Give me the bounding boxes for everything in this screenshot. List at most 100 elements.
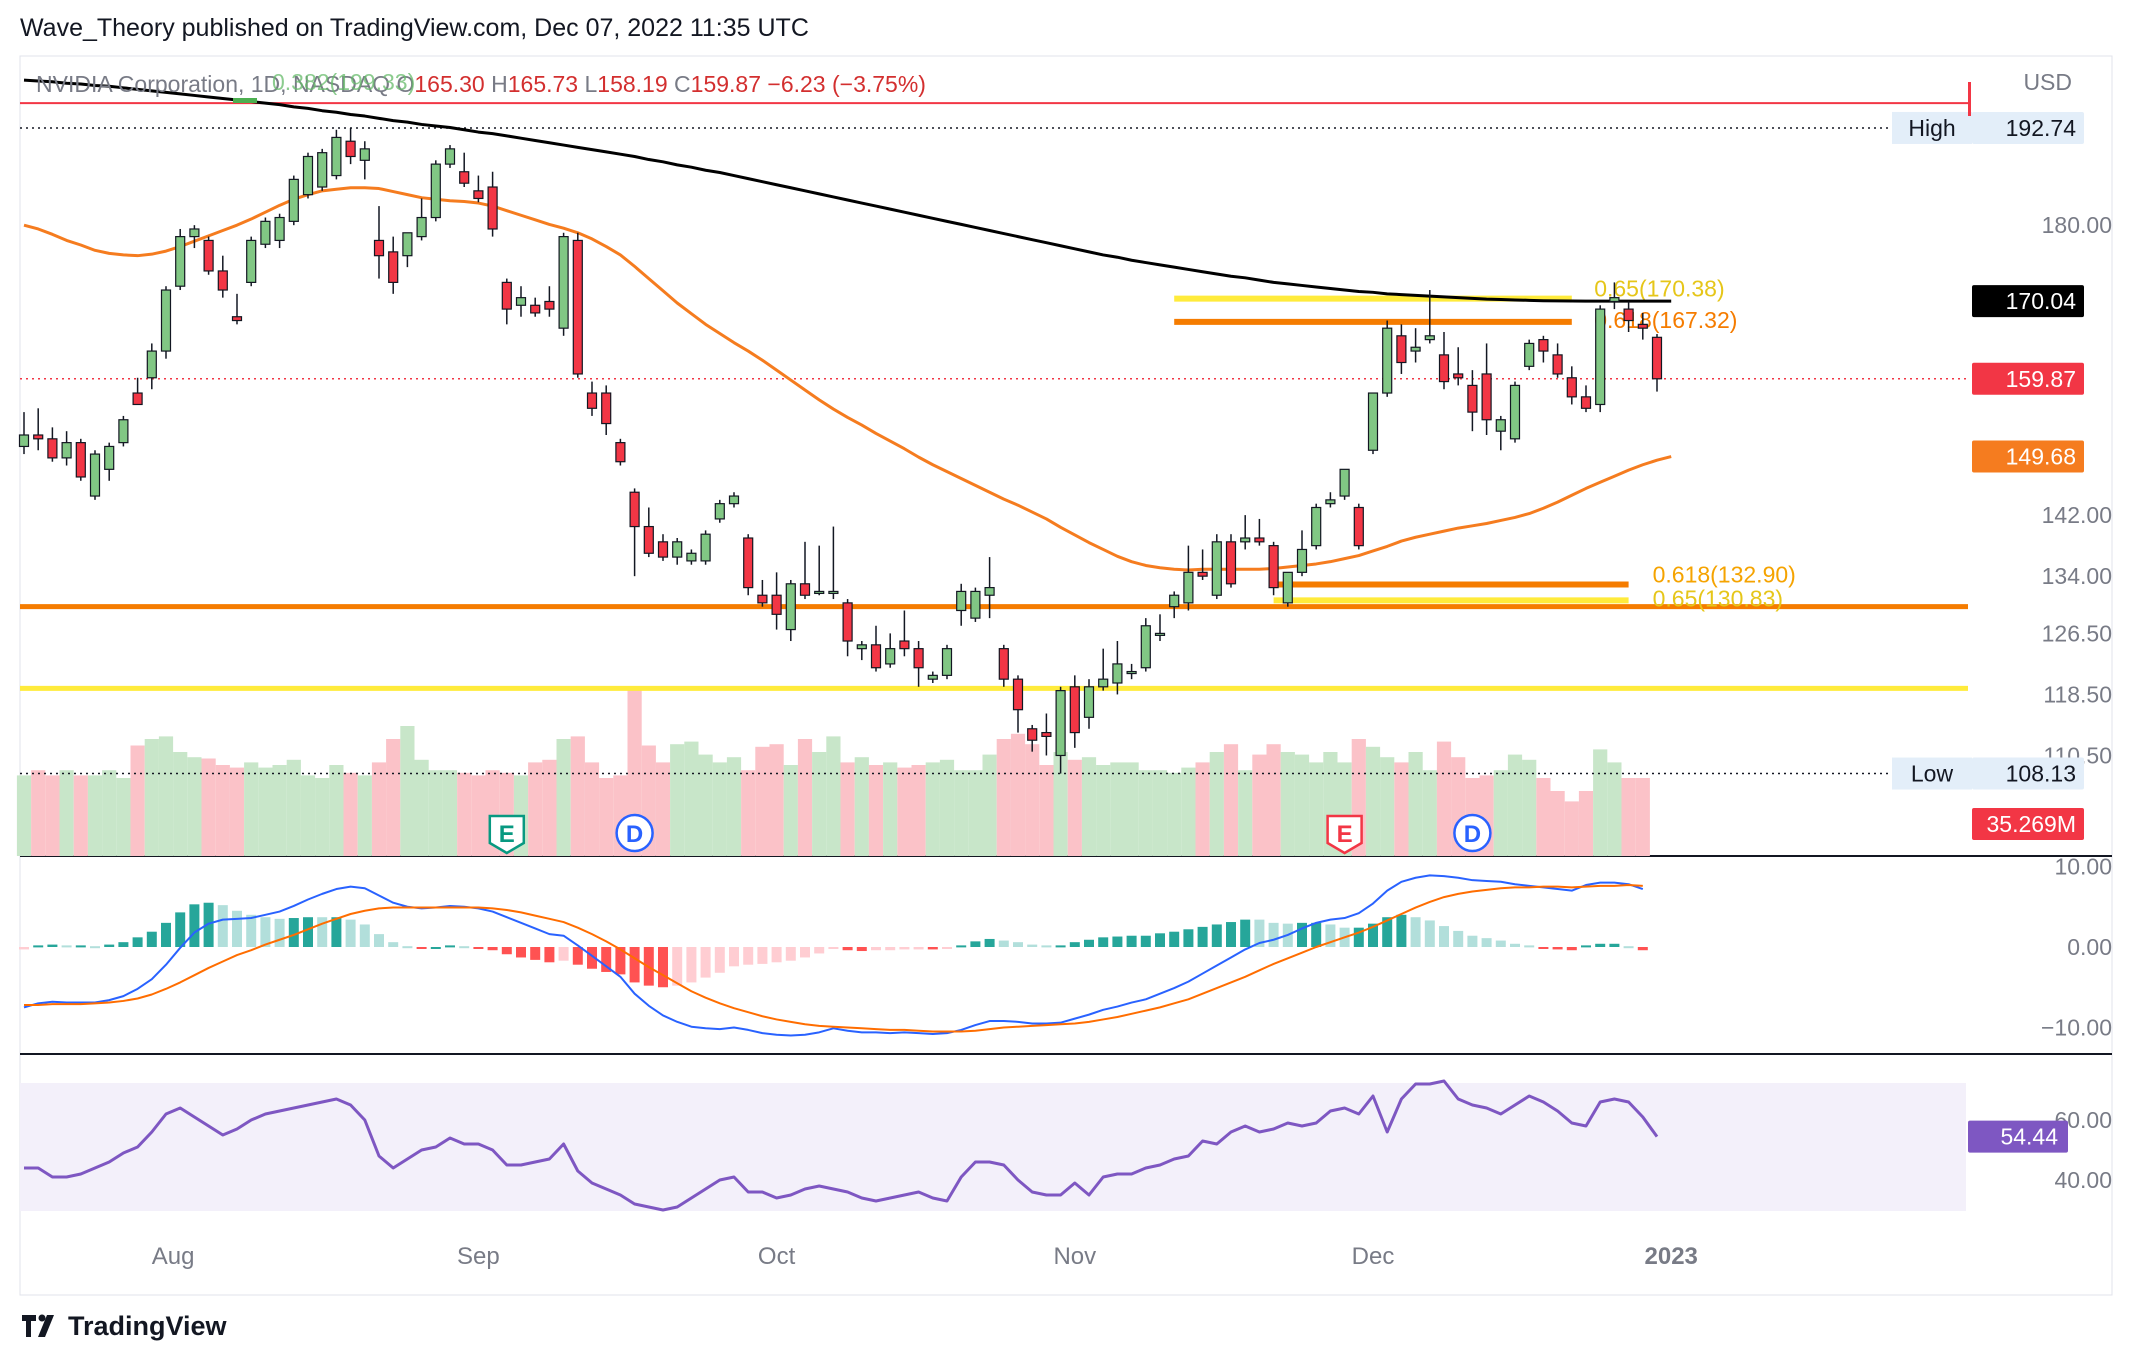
- candle[interactable]: [47, 438, 58, 459]
- candle[interactable]: [1012, 678, 1024, 711]
- candle[interactable]: [998, 648, 1009, 680]
- candle[interactable]: [118, 419, 129, 444]
- candle[interactable]: [601, 392, 612, 425]
- dividend-icon[interactable]: [615, 813, 654, 853]
- candle[interactable]: [1438, 354, 1450, 383]
- candle[interactable]: [345, 140, 356, 158]
- candle[interactable]: [615, 442, 626, 463]
- candle[interactable]: [1595, 308, 1606, 406]
- candle[interactable]: [1637, 323, 1648, 329]
- candle[interactable]: [1623, 308, 1634, 322]
- candle[interactable]: [1311, 506, 1322, 547]
- candle[interactable]: [1538, 339, 1549, 352]
- candle[interactable]: [388, 251, 399, 283]
- candle[interactable]: [175, 236, 186, 287]
- candle[interactable]: [1609, 297, 1620, 303]
- candle[interactable]: [515, 297, 527, 306]
- candle[interactable]: [1083, 686, 1095, 718]
- candle[interactable]: [89, 453, 101, 497]
- candle[interactable]: [231, 316, 243, 322]
- candle[interactable]: [104, 445, 115, 470]
- candle[interactable]: [856, 644, 867, 650]
- candle[interactable]: [1495, 419, 1506, 432]
- candle[interactable]: [672, 541, 683, 558]
- candle[interactable]: [927, 674, 938, 680]
- candle[interactable]: [359, 148, 370, 161]
- candle[interactable]: [473, 190, 484, 200]
- candle[interactable]: [1282, 571, 1293, 604]
- candle[interactable]: [1197, 571, 1208, 577]
- candle[interactable]: [402, 232, 413, 257]
- candle[interactable]: [61, 442, 72, 459]
- candle[interactable]: [1098, 678, 1109, 688]
- candle[interactable]: [970, 590, 981, 619]
- candle[interactable]: [203, 239, 214, 272]
- candle[interactable]: [941, 648, 953, 676]
- candle[interactable]: [1140, 625, 1151, 669]
- candle[interactable]: [288, 178, 299, 222]
- candle[interactable]: [1367, 392, 1379, 451]
- candle[interactable]: [18, 434, 30, 448]
- candle[interactable]: [686, 552, 697, 562]
- candle[interactable]: [1509, 384, 1521, 440]
- candle[interactable]: [913, 648, 924, 669]
- candle[interactable]: [317, 152, 328, 188]
- candle[interactable]: [1126, 670, 1137, 675]
- candle[interactable]: [444, 148, 456, 165]
- candle[interactable]: [1169, 594, 1180, 608]
- candle[interactable]: [828, 590, 839, 595]
- candle[interactable]: [1424, 335, 1435, 341]
- candle[interactable]: [870, 644, 882, 669]
- candle[interactable]: [814, 590, 825, 595]
- candle[interactable]: [302, 155, 314, 196]
- candle[interactable]: [331, 136, 342, 177]
- candle[interactable]: [700, 533, 711, 562]
- candle[interactable]: [643, 525, 654, 554]
- candle[interactable]: [899, 640, 910, 650]
- candle[interactable]: [757, 594, 768, 604]
- candle[interactable]: [487, 186, 498, 230]
- candle[interactable]: [1268, 545, 1279, 589]
- candle[interactable]: [1396, 335, 1407, 364]
- candle[interactable]: [75, 442, 86, 478]
- candle[interactable]: [743, 537, 754, 589]
- candle[interactable]: [1552, 354, 1563, 375]
- candle[interactable]: [146, 350, 157, 379]
- candle[interactable]: [1055, 690, 1066, 757]
- candle[interactable]: [1382, 327, 1393, 394]
- candle[interactable]: [657, 541, 669, 558]
- candle[interactable]: [132, 392, 143, 406]
- candle[interactable]: [799, 583, 811, 596]
- tradingview-logo-icon[interactable]: [20, 1311, 60, 1341]
- candle[interactable]: [785, 583, 796, 631]
- candle[interactable]: [728, 495, 740, 505]
- candle[interactable]: [714, 503, 725, 520]
- candle[interactable]: [885, 648, 896, 665]
- candle[interactable]: [1027, 728, 1038, 741]
- candle[interactable]: [1296, 548, 1308, 573]
- candle[interactable]: [1481, 373, 1492, 421]
- candle[interactable]: [1651, 336, 1663, 380]
- candle[interactable]: [1467, 384, 1478, 413]
- candle[interactable]: [1069, 686, 1080, 734]
- candle[interactable]: [189, 228, 200, 238]
- candle[interactable]: [1566, 377, 1577, 398]
- candle[interactable]: [771, 594, 782, 615]
- candle[interactable]: [984, 587, 995, 596]
- candle[interactable]: [1211, 541, 1222, 596]
- candle[interactable]: [33, 434, 44, 440]
- candle[interactable]: [459, 171, 470, 184]
- candle[interactable]: [430, 163, 441, 219]
- candle[interactable]: [629, 491, 640, 528]
- candle[interactable]: [956, 590, 967, 612]
- candle[interactable]: [274, 216, 285, 242]
- candle[interactable]: [544, 300, 555, 310]
- candle[interactable]: [501, 281, 512, 310]
- candle[interactable]: [572, 239, 583, 375]
- candle[interactable]: [1453, 373, 1464, 379]
- footer-brand[interactable]: TradingView: [68, 1310, 227, 1341]
- candle[interactable]: [1154, 632, 1166, 636]
- candle[interactable]: [1225, 541, 1237, 585]
- candle[interactable]: [260, 220, 271, 245]
- candle[interactable]: [1524, 342, 1535, 367]
